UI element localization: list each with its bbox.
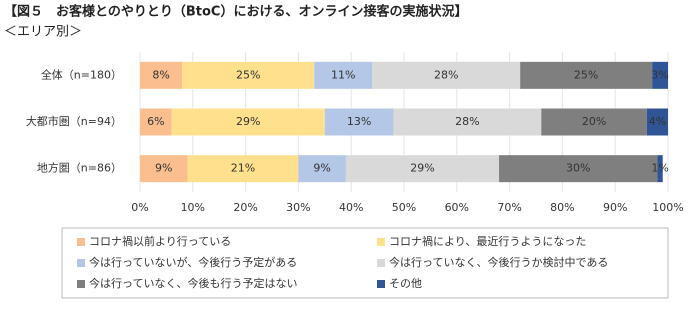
data-label: 3% [651,68,668,81]
bar-segment [182,61,315,89]
data-label: 1% [651,162,668,175]
data-label: 6% [147,115,164,128]
chart-title: 【図５ お客様とのやりとり（BtoC）における、オンライン接客の実施状況】 [4,4,467,20]
data-label: 13% [347,115,371,128]
x-tick-label: 80% [550,201,574,214]
bar-segment [345,155,500,183]
bar-segment [298,155,346,183]
legend-swatch [77,280,85,288]
y-tick-label: 地方圏（n=86） [37,161,122,175]
x-tick-label: 90% [603,201,627,214]
x-tick-label: 70% [497,201,521,214]
legend-label: 今は行っていないが、今後行う予定がある [89,255,297,269]
x-tick-label: 100% [652,201,683,214]
data-label: 4% [649,115,666,128]
y-tick-label: 大都市圏（n=94） [26,114,122,128]
legend-swatch [377,238,385,246]
legend-label: 今は行っていなく、今後行うか検討中である [389,255,608,269]
legend-swatch [77,238,85,246]
data-label: 20% [582,115,606,128]
legend-label: 今は行っていなく、今後も行う予定はない [89,276,297,290]
legend-swatch [77,259,85,267]
chart-subtitle: ＜エリア別＞ [4,25,82,40]
data-label: 29% [410,162,434,175]
x-tick-label: 30% [286,201,310,214]
y-tick-label: 全体（n=180） [41,67,122,81]
legend-swatch [377,280,385,288]
x-tick-label: 50% [392,201,416,214]
bar-segment [324,108,394,136]
legend-label: その他 [389,277,422,290]
data-label: 9% [313,162,330,175]
bar-segment [140,61,183,89]
bar-segment [520,61,653,89]
legend-label: コロナ禍により、最近行うようになった [389,234,586,248]
data-label: 30% [566,162,590,175]
bar-segment [140,155,188,183]
data-label: 29% [236,115,260,128]
x-tick-label: 20% [233,201,257,214]
data-label: 25% [574,68,598,81]
bar-segment [171,108,325,136]
bar-segment [646,108,668,136]
bar-segment [657,155,663,183]
data-label: 21% [231,162,255,175]
x-tick-label: 60% [445,201,469,214]
data-label: 28% [455,115,479,128]
bar-segment [140,108,172,136]
legend-label: コロナ禍以前より行っている [89,234,231,248]
bar-segment [499,155,658,183]
bar-segment [372,61,521,89]
x-tick-label: 0% [131,201,148,214]
x-tick-label: 10% [181,201,205,214]
x-tick-label: 40% [339,201,363,214]
bar-segment [541,108,647,136]
bar-segment [314,61,373,89]
bar-segment [187,155,299,183]
bar-segment [652,61,668,89]
data-label: 11% [331,68,355,81]
data-label: 8% [152,68,169,81]
legend-swatch [377,259,385,267]
legend-box [61,227,669,299]
bar-segment [393,108,542,136]
data-label: 9% [155,162,172,175]
data-label: 28% [434,68,458,81]
data-label: 25% [236,68,260,81]
